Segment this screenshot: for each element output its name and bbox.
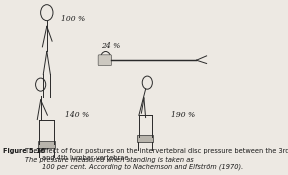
FancyBboxPatch shape [98, 55, 111, 66]
Text: The effect of four postures on the intervertebral disc pressure between the 3rd
: The effect of four postures on the inter… [24, 148, 288, 160]
FancyBboxPatch shape [137, 135, 153, 142]
FancyBboxPatch shape [38, 141, 55, 148]
Text: Figure 5.16: Figure 5.16 [3, 148, 45, 153]
Text: The pressure measured when standing is taken as
        100 per cent. According : The pressure measured when standing is t… [24, 156, 243, 170]
Text: 190 %: 190 % [171, 111, 196, 119]
Text: 140 %: 140 % [65, 111, 90, 119]
Text: 24 %: 24 % [101, 42, 120, 50]
Text: 100 %: 100 % [61, 15, 85, 23]
